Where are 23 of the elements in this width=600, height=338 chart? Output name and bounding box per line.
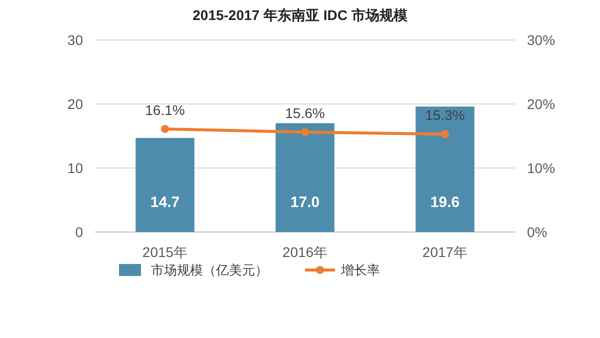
data-label: 14.7	[150, 194, 180, 211]
bar	[416, 106, 474, 232]
data-label: 16.1%	[145, 102, 185, 118]
bar	[276, 123, 334, 232]
legend-label: 增长率	[340, 262, 380, 278]
data-label: 19.6	[430, 194, 460, 211]
y-tick-label: 10	[67, 160, 84, 176]
y-tick-label: 30	[67, 32, 84, 48]
x-tick-label: 2015年	[142, 244, 188, 260]
x-tick-label: 2016年	[282, 244, 328, 260]
data-label: 17.0	[290, 194, 320, 211]
y2-tick-label: 20%	[527, 96, 556, 112]
y2-tick-label: 10%	[527, 160, 556, 176]
y2-tick-label: 0%	[527, 224, 548, 240]
chart-title: 2015-2017 年东南亚 IDC 市场规模	[192, 7, 408, 23]
bar	[136, 138, 194, 232]
y-tick-label: 0	[75, 224, 84, 240]
data-label: 15.3%	[425, 107, 465, 124]
x-tick-label: 2017年	[422, 244, 468, 260]
y2-tick-label: 30%	[527, 32, 556, 48]
data-label: 15.6%	[285, 105, 325, 122]
legend-label: 市场规模（亿美元）	[151, 262, 268, 278]
y-tick-label: 20	[67, 96, 84, 112]
